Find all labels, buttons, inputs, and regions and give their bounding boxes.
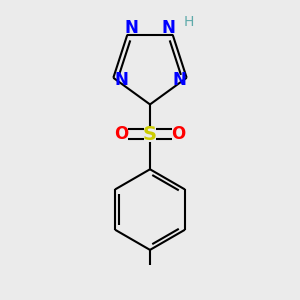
- Text: N: N: [124, 20, 139, 38]
- Text: N: N: [114, 70, 128, 88]
- Text: H: H: [183, 15, 194, 29]
- Text: O: O: [172, 125, 186, 143]
- Text: O: O: [114, 125, 128, 143]
- Text: N: N: [172, 70, 186, 88]
- Text: N: N: [161, 20, 176, 38]
- Text: S: S: [143, 125, 157, 144]
